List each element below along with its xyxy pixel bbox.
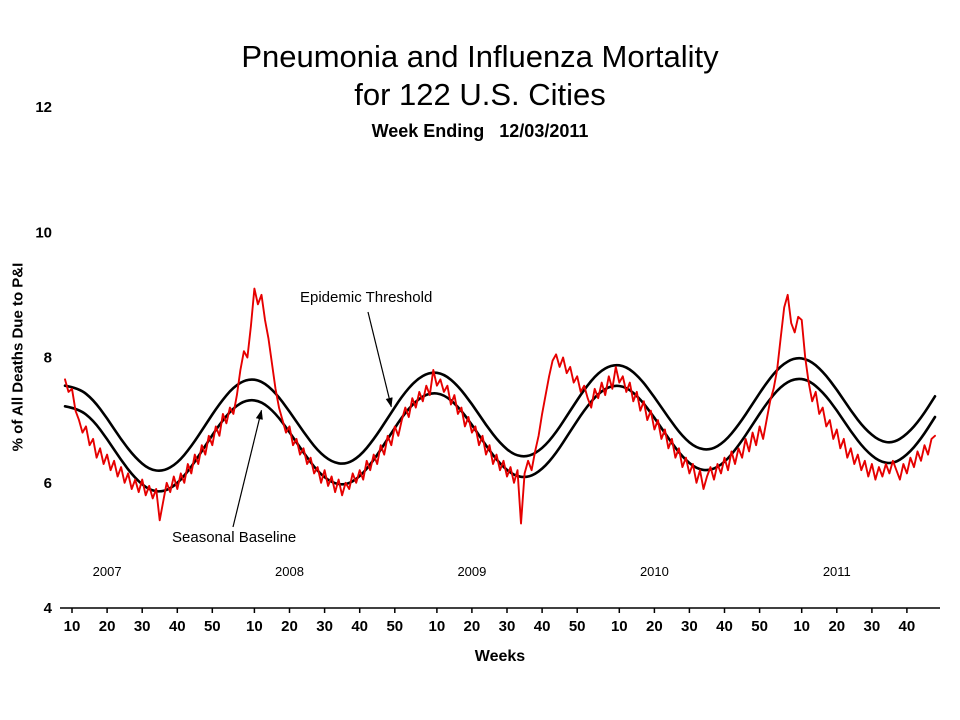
y-tick-label: 4 <box>44 600 53 617</box>
chart-title-line2: for 122 U.S. Cities <box>354 77 606 112</box>
x-tick-label: 30 <box>316 618 333 635</box>
y-tick-label: 8 <box>44 350 52 367</box>
x-tick-label: 30 <box>499 618 516 635</box>
x-tick-label: 40 <box>899 618 916 635</box>
reported-of-deaths-due-to-p-i-line <box>64 287 936 525</box>
x-tick-label: 30 <box>134 618 151 635</box>
x-tick-label: 10 <box>793 618 810 635</box>
y-tick-label: 12 <box>35 99 52 116</box>
year-label: 2009 <box>457 564 486 579</box>
epidemic-threshold-label: Epidemic Threshold <box>300 289 432 306</box>
chart-header: Pneumonia and Influenza Mortality for 12… <box>0 38 960 142</box>
y-tick-label: 6 <box>44 475 52 492</box>
x-tick-label: 10 <box>64 618 81 635</box>
x-tick-label: 50 <box>569 618 586 635</box>
x-tick-label: 30 <box>864 618 881 635</box>
seasonal-baseline-arrow <box>232 409 263 528</box>
x-tick-label: 20 <box>646 618 663 635</box>
year-label: 2008 <box>275 564 304 579</box>
x-tick-label: 10 <box>611 618 628 635</box>
seasonal-baseline-line <box>63 377 937 493</box>
chart-subtitle-week-ending: Week Ending 12/03/2011 <box>371 121 589 141</box>
x-tick-label: 10 <box>429 618 446 635</box>
x-tick-label: 50 <box>386 618 403 635</box>
x-tick-label: 40 <box>169 618 186 635</box>
year-label: 2011 <box>823 564 851 579</box>
x-tick-label: 20 <box>99 618 116 635</box>
epidemic-threshold-line <box>63 356 937 472</box>
x-axis-title: Weeks <box>474 648 526 665</box>
x-tick-label: 10 <box>246 618 263 635</box>
chart-title-line1: Pneumonia and Influenza Mortality <box>241 39 719 74</box>
y-tick-label: 10 <box>35 224 52 241</box>
x-tick-label: 50 <box>204 618 221 635</box>
seasonal-baseline-label: Seasonal Baseline <box>172 529 296 546</box>
x-tick-label: 40 <box>716 618 733 635</box>
x-tick-label: 20 <box>828 618 845 635</box>
x-tick-label: 40 <box>351 618 368 635</box>
x-tick-label: 20 <box>464 618 481 635</box>
year-label: 2007 <box>93 564 122 579</box>
year-label: 2010 <box>640 564 669 579</box>
x-tick-label: 40 <box>534 618 551 635</box>
epidemic-threshold-arrow <box>367 311 393 408</box>
x-tick-label: 30 <box>681 618 698 635</box>
x-tick-label: 20 <box>281 618 298 635</box>
x-tick-label: 50 <box>751 618 768 635</box>
